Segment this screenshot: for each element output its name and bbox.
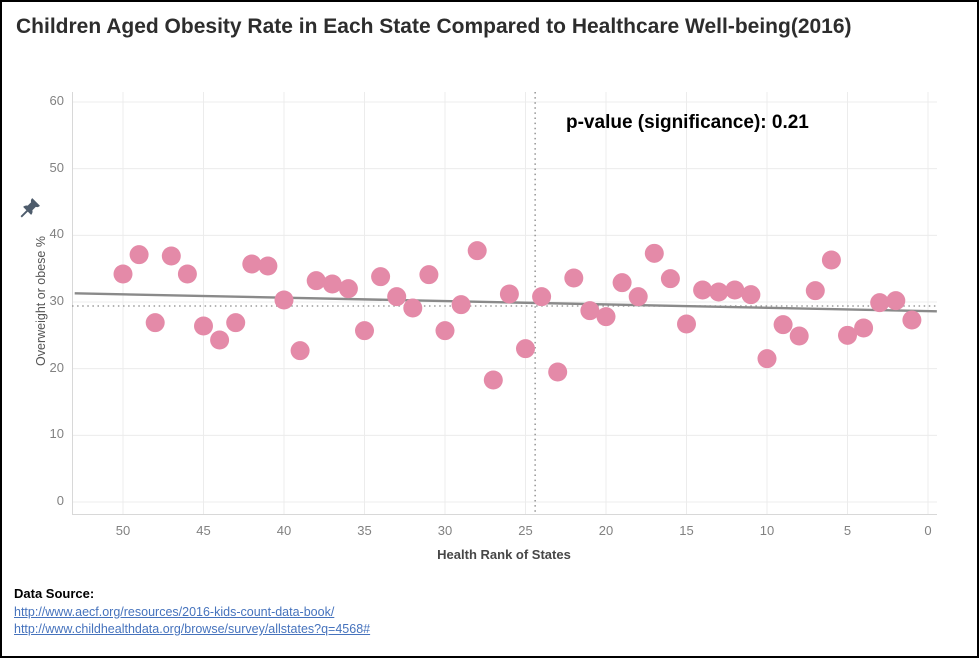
scatter-plot — [72, 92, 937, 515]
data-point[interactable] — [580, 301, 600, 321]
data-point[interactable] — [274, 290, 294, 310]
data-point[interactable] — [725, 280, 745, 300]
data-point[interactable] — [886, 291, 906, 311]
data-point[interactable] — [322, 274, 342, 294]
x-axis-title: Health Rank of States — [437, 547, 571, 562]
data-point[interactable] — [306, 271, 326, 291]
y-tick-label: 30 — [49, 293, 64, 308]
data-point[interactable] — [242, 254, 262, 274]
data-point[interactable] — [290, 341, 310, 361]
data-source-footer: Data Source: http://www.aecf.org/resourc… — [14, 586, 370, 638]
y-tick-label: 10 — [49, 426, 64, 442]
data-point[interactable] — [789, 326, 809, 346]
data-point[interactable] — [371, 267, 391, 287]
data-point[interactable] — [821, 250, 841, 270]
data-point[interactable] — [338, 279, 358, 299]
data-point[interactable] — [403, 298, 423, 318]
chart-title: Children Aged Obesity Rate in Each State… — [16, 15, 852, 38]
data-point[interactable] — [387, 287, 407, 307]
x-tick-label: 35 — [357, 523, 372, 538]
data-point[interactable] — [419, 265, 439, 285]
data-point[interactable] — [548, 362, 568, 382]
data-point[interactable] — [773, 315, 793, 335]
data-point[interactable] — [757, 349, 777, 369]
y-tick-label: 20 — [49, 359, 64, 375]
data-point[interactable] — [596, 307, 616, 327]
data-point[interactable] — [644, 243, 664, 263]
data-point[interactable] — [516, 339, 535, 359]
x-tick-label: 50 — [115, 523, 131, 538]
data-point[interactable] — [177, 264, 197, 284]
y-tick-label: 50 — [49, 159, 64, 175]
pushpin-glyph — [20, 198, 40, 218]
data-point[interactable] — [564, 268, 584, 288]
y-tick-label: 0 — [56, 493, 64, 508]
x-tick-label: 10 — [759, 523, 775, 538]
data-point[interactable] — [693, 280, 713, 300]
data-point[interactable] — [870, 293, 890, 313]
x-tick-label: 30 — [437, 523, 453, 538]
data-point[interactable] — [226, 313, 246, 333]
y-tick-label: 40 — [49, 226, 64, 242]
data-point[interactable] — [499, 284, 519, 304]
data-point[interactable] — [194, 316, 213, 336]
x-tick-label: 0 — [924, 523, 932, 538]
data-point[interactable] — [210, 330, 230, 350]
data-point[interactable] — [532, 287, 552, 307]
x-tick-label: 5 — [843, 523, 852, 538]
source-link-aecf[interactable]: http://www.aecf.org/resources/2016-kids-… — [14, 605, 335, 619]
data-point[interactable] — [741, 285, 761, 305]
data-point[interactable] — [483, 370, 503, 390]
data-point[interactable] — [145, 313, 165, 333]
data-point[interactable] — [161, 246, 181, 266]
source-link-childhealthdata[interactable]: http://www.childhealthdata.org/browse/su… — [14, 622, 371, 636]
x-tick-label: 40 — [276, 523, 292, 538]
x-tick-label: 45 — [196, 523, 211, 538]
data-point[interactable] — [355, 321, 374, 341]
data-point[interactable] — [838, 325, 857, 345]
data-point[interactable] — [129, 245, 149, 265]
data-point[interactable] — [435, 321, 455, 341]
data-point[interactable] — [258, 256, 278, 276]
x-tick-label: 15 — [679, 523, 694, 538]
data-point[interactable] — [451, 295, 471, 315]
data-point[interactable] — [612, 273, 632, 293]
data-point[interactable] — [677, 314, 696, 334]
p-value-annotation: p-value (significance): 0.21 — [566, 112, 809, 133]
data-point[interactable] — [660, 269, 680, 289]
data-source-label: Data Source: — [14, 586, 95, 601]
data-point[interactable] — [854, 318, 874, 338]
data-point[interactable] — [805, 281, 825, 301]
data-point[interactable] — [467, 241, 487, 261]
x-tick-label: 25 — [518, 523, 533, 538]
data-point[interactable] — [902, 310, 922, 330]
data-point[interactable] — [113, 264, 133, 284]
data-point[interactable] — [628, 287, 648, 307]
y-tick-label: 60 — [49, 93, 64, 108]
pushpin-icon[interactable] — [19, 197, 41, 219]
x-tick-label: 20 — [598, 523, 614, 538]
data-point[interactable] — [709, 282, 729, 302]
